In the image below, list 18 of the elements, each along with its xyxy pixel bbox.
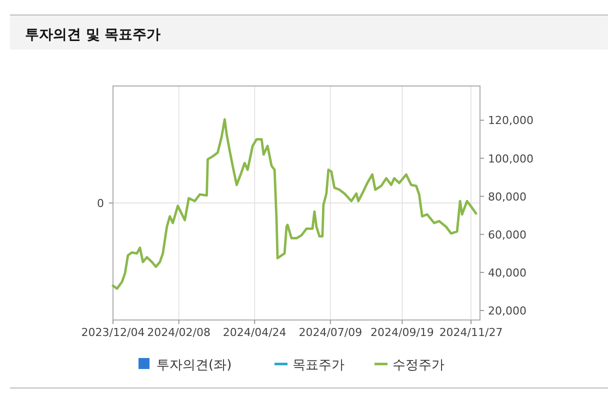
x-tick-label: 2023/12/04 bbox=[81, 326, 145, 339]
x-tick-label: 2024/04/24 bbox=[222, 326, 286, 339]
chart-title: 투자의견 및 목표주가 bbox=[25, 27, 161, 43]
y2-tick-label: 60,000 bbox=[488, 228, 526, 242]
legend-label: 목표주가 bbox=[292, 358, 344, 373]
y2-tick-label: 100,000 bbox=[488, 152, 534, 166]
y2-tick-label: 20,000 bbox=[488, 304, 526, 318]
x-tick-label: 2024/07/09 bbox=[298, 326, 362, 339]
line-series bbox=[112, 118, 478, 290]
y2-tick-label: 120,000 bbox=[488, 114, 534, 128]
x-tick-label: 2024/11/27 bbox=[439, 326, 503, 339]
legend-label: 투자의견(좌) bbox=[156, 358, 232, 373]
x-tick-label: 2024/02/08 bbox=[147, 326, 211, 339]
legend-label: 수정주가 bbox=[392, 358, 444, 373]
y2-tick-label: 80,000 bbox=[488, 190, 526, 204]
x-tick-label: 2024/09/19 bbox=[370, 326, 434, 339]
text: 0 bbox=[97, 197, 104, 210]
y2-tick-label: 40,000 bbox=[488, 266, 526, 280]
